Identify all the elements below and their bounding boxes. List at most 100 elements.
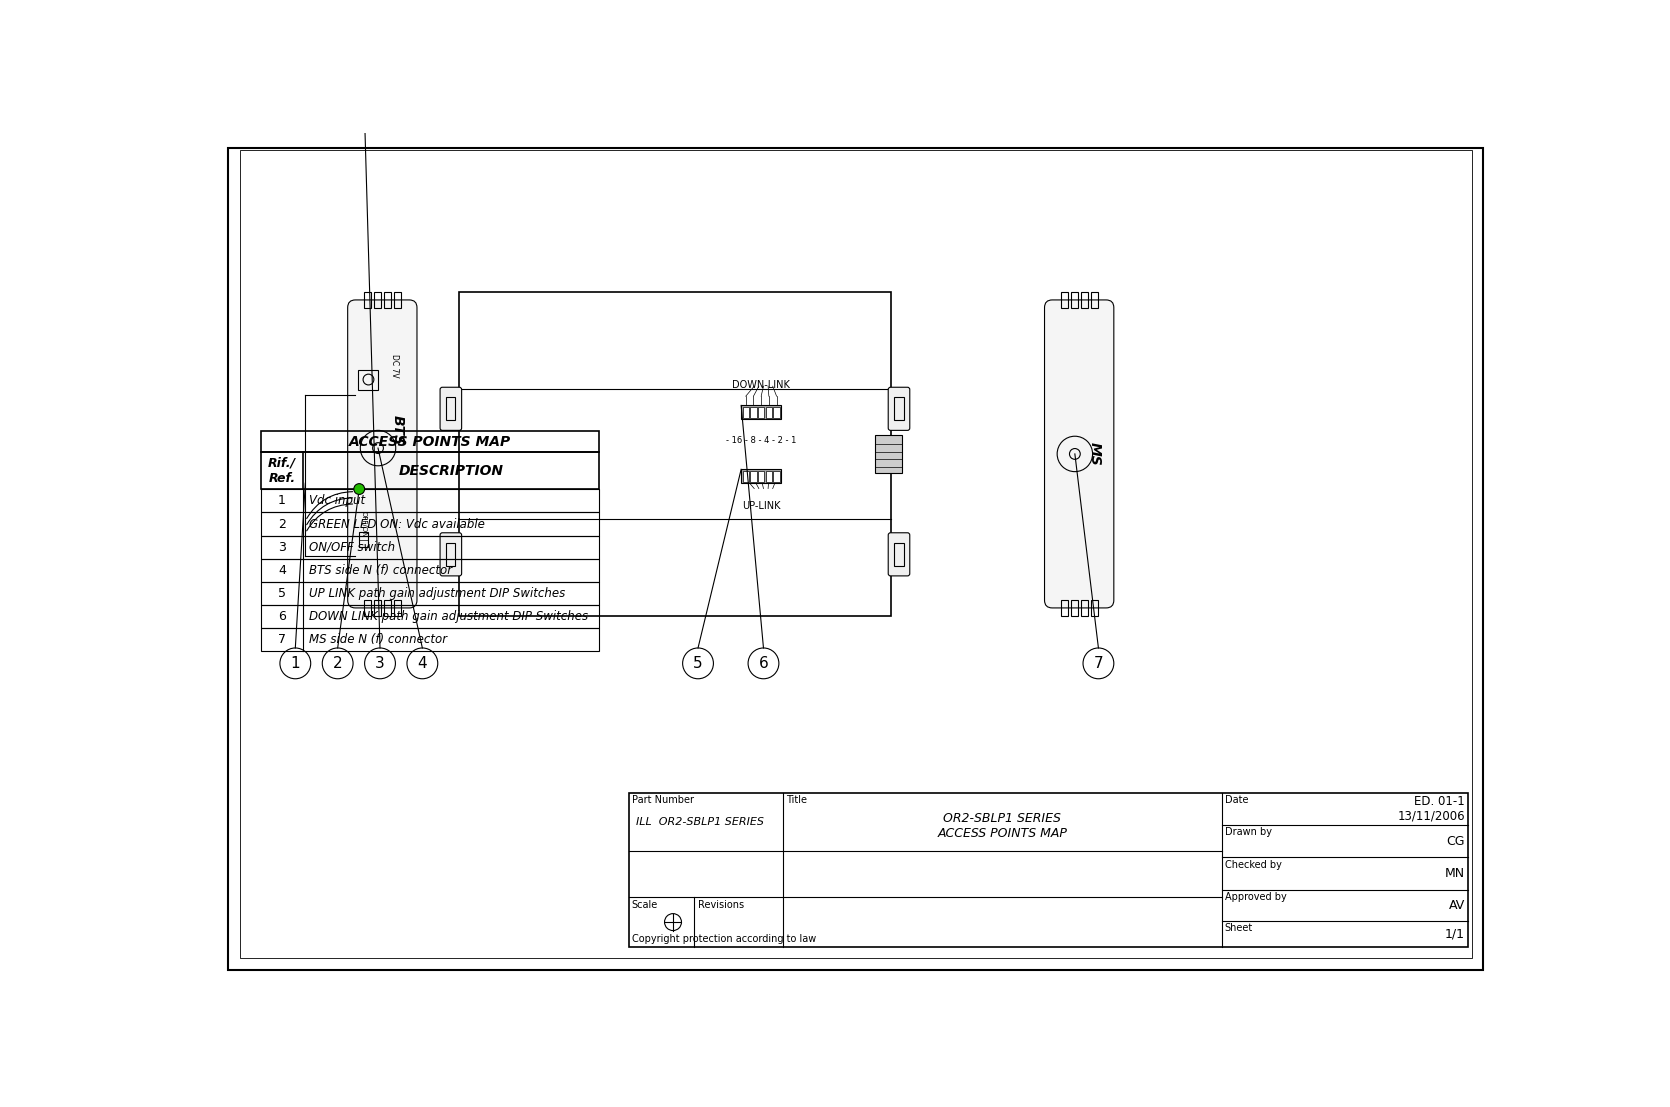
Text: 7: 7: [277, 633, 286, 646]
Bar: [895, 397, 903, 421]
Bar: [895, 542, 903, 566]
Text: 1: 1: [291, 655, 301, 671]
Bar: [261, 604, 600, 628]
FancyBboxPatch shape: [888, 532, 910, 576]
Text: UP-LINK: UP-LINK: [741, 501, 780, 511]
Text: Vdc input: Vdc input: [309, 495, 366, 507]
Text: OR2-SBLP1 SERIES
ACCESS POINTS MAP: OR2-SBLP1 SERIES ACCESS POINTS MAP: [937, 811, 1067, 840]
Circle shape: [354, 484, 364, 495]
Bar: [1070, 292, 1077, 308]
Text: GREEN LED ON: Vdc available: GREEN LED ON: Vdc available: [309, 517, 484, 530]
Text: BTS side N (f) connector: BTS side N (f) connector: [309, 563, 453, 577]
Text: CG: CG: [1446, 835, 1465, 848]
Bar: [261, 559, 600, 582]
Bar: [261, 628, 600, 651]
Text: Part Number: Part Number: [631, 795, 693, 805]
Text: MN: MN: [1445, 867, 1465, 880]
Text: - 16 - 8 - 4 - 2 - 1: - 16 - 8 - 4 - 2 - 1: [726, 435, 797, 445]
Bar: [750, 470, 757, 482]
Bar: [359, 532, 369, 547]
Bar: [741, 405, 782, 420]
Bar: [1070, 600, 1077, 615]
Text: MS: MS: [1087, 442, 1101, 466]
Text: Date: Date: [1224, 795, 1247, 805]
FancyBboxPatch shape: [347, 300, 418, 608]
FancyBboxPatch shape: [441, 387, 461, 431]
Bar: [359, 370, 379, 390]
Bar: [1060, 292, 1067, 308]
Text: 4: 4: [277, 563, 286, 577]
Bar: [374, 600, 381, 615]
Text: Title: Title: [787, 795, 807, 805]
Text: Checked by: Checked by: [1224, 860, 1281, 870]
Text: 5: 5: [277, 587, 286, 600]
Bar: [875, 435, 902, 473]
Text: DOWN-LINK: DOWN-LINK: [731, 380, 790, 390]
Text: 6: 6: [758, 655, 768, 671]
Bar: [364, 292, 371, 308]
Text: DOWN LINK path gain adjustment DIP Switches: DOWN LINK path gain adjustment DIP Switc…: [309, 610, 588, 623]
Text: Drawn by: Drawn by: [1224, 827, 1273, 837]
Bar: [773, 470, 780, 482]
Bar: [628, 793, 1468, 946]
Bar: [741, 469, 782, 483]
Text: BTS: BTS: [391, 415, 404, 446]
Bar: [261, 431, 600, 453]
Bar: [446, 397, 456, 421]
Bar: [364, 600, 371, 615]
Bar: [261, 489, 600, 513]
Bar: [767, 407, 772, 417]
Text: 3: 3: [277, 540, 286, 554]
Text: DESCRIPTION: DESCRIPTION: [399, 464, 504, 478]
Bar: [261, 513, 600, 536]
Text: 1: 1: [277, 495, 286, 507]
Bar: [446, 542, 456, 566]
Bar: [261, 582, 600, 604]
Text: MS side N (f) connector: MS side N (f) connector: [309, 633, 448, 646]
Text: 2: 2: [332, 655, 342, 671]
Text: 5: 5: [693, 655, 703, 671]
Text: ILL  OR2-SBLP1 SERIES: ILL OR2-SBLP1 SERIES: [636, 817, 765, 827]
Bar: [1091, 292, 1097, 308]
Bar: [743, 407, 748, 417]
Bar: [394, 292, 401, 308]
Text: ON/OFF switch: ON/OFF switch: [309, 540, 396, 554]
Bar: [1080, 292, 1087, 308]
Text: Rif./
Ref.: Rif./ Ref.: [267, 457, 296, 485]
Bar: [1091, 600, 1097, 615]
Text: AV: AV: [1448, 899, 1465, 912]
Text: UP LINK path gain adjustment DIP Switches: UP LINK path gain adjustment DIP Switche…: [309, 587, 566, 600]
Bar: [374, 292, 381, 308]
Text: OFF/ON: OFF/ON: [361, 511, 367, 537]
Text: 7: 7: [1094, 655, 1104, 671]
Bar: [384, 292, 391, 308]
Bar: [1060, 600, 1067, 615]
Bar: [750, 407, 757, 417]
Bar: [459, 292, 890, 615]
Text: Copyright protection according to law: Copyright protection according to law: [631, 933, 817, 943]
Bar: [773, 407, 780, 417]
FancyBboxPatch shape: [888, 387, 910, 431]
Bar: [758, 470, 765, 482]
Bar: [384, 600, 391, 615]
Text: 1/1: 1/1: [1445, 928, 1465, 940]
Bar: [394, 600, 401, 615]
Bar: [1080, 600, 1087, 615]
Bar: [743, 470, 748, 482]
Text: 6: 6: [277, 610, 286, 623]
Text: 4: 4: [418, 655, 428, 671]
Bar: [767, 470, 772, 482]
Text: ACCESS POINTS MAP: ACCESS POINTS MAP: [349, 435, 511, 448]
FancyBboxPatch shape: [1044, 300, 1114, 608]
FancyBboxPatch shape: [441, 532, 461, 576]
Text: 3: 3: [376, 655, 384, 671]
Text: Approved by: Approved by: [1224, 892, 1286, 902]
Bar: [261, 536, 600, 559]
Text: DC 7V: DC 7V: [389, 354, 399, 377]
Text: Scale: Scale: [631, 900, 658, 910]
Text: ED. 01-1
13/11/2006: ED. 01-1 13/11/2006: [1398, 795, 1465, 823]
Bar: [758, 407, 765, 417]
Text: 2: 2: [277, 517, 286, 530]
Text: Revisions: Revisions: [698, 900, 745, 910]
Bar: [261, 453, 600, 489]
